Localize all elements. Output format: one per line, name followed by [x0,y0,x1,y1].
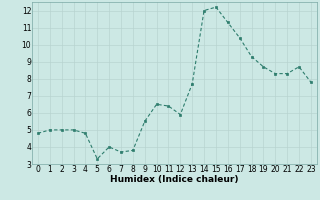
X-axis label: Humidex (Indice chaleur): Humidex (Indice chaleur) [110,175,239,184]
